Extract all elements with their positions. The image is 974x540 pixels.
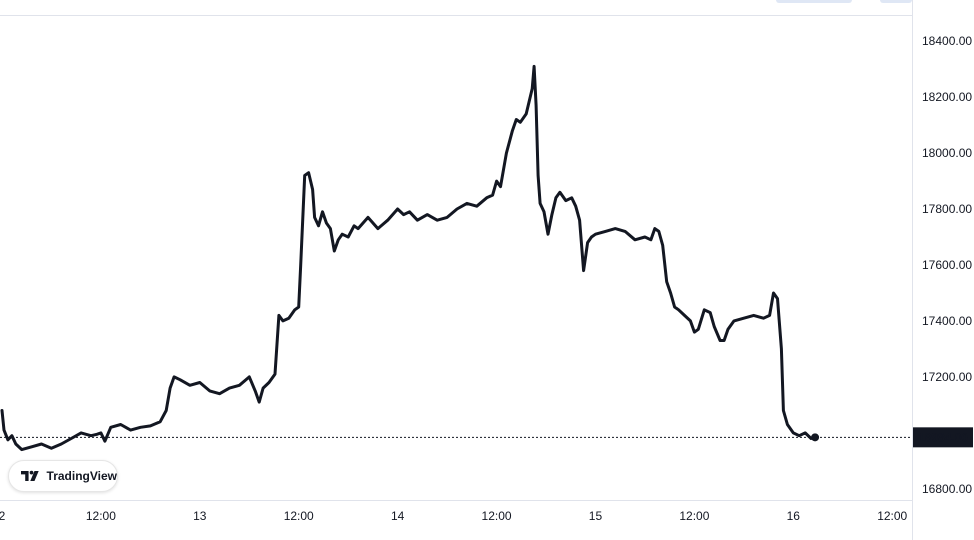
tradingview-logo-icon <box>21 470 39 482</box>
y-tick-label: 18400.00 <box>922 34 972 48</box>
toolbar-pill-2[interactable] <box>880 0 912 3</box>
x-tick-label: 12:00 <box>679 509 709 523</box>
y-tick-label: 18200.00 <box>922 90 972 104</box>
tradingview-badge[interactable]: TradingView <box>8 460 118 492</box>
y-tick-label: 17400.00 <box>922 314 972 328</box>
x-tick-label: 12:00 <box>877 509 907 523</box>
y-tick-label: 17600.00 <box>922 258 972 272</box>
x-tick-label: 12:00 <box>284 509 314 523</box>
last-price-label: 16984.00 <box>913 427 973 448</box>
y-tick-label: 18000.00 <box>922 146 972 160</box>
y-axis-ticks: 18400.00 18200.00 18000.00 17800.00 17600.00… <box>922 34 972 496</box>
x-tick-label: 16 <box>787 509 801 523</box>
last-price-dot <box>811 433 820 442</box>
toolbar-pill-1[interactable] <box>776 0 852 3</box>
x-tick-label: 12:00 <box>86 509 116 523</box>
last-price-label-bg <box>913 427 973 448</box>
y-tick-label: 17200.00 <box>922 370 972 384</box>
axes <box>0 0 913 540</box>
x-tick-label: 2 <box>0 509 6 523</box>
price-series-line <box>0 64 817 452</box>
x-tick-label: 14 <box>391 509 405 523</box>
x-tick-label: 12:00 <box>482 509 512 523</box>
x-tick-label: 13 <box>193 509 207 523</box>
tradingview-brand-text: TradingView <box>46 469 117 483</box>
y-tick-label: 17800.00 <box>922 202 972 216</box>
last-price-label-text: 16984.00 <box>918 430 968 444</box>
y-tick-label: 16800.00 <box>922 482 972 496</box>
x-tick-label: 15 <box>589 509 603 523</box>
x-axis-ticks: 2 12:00 13 12:00 14 12:00 15 12:00 16 12:00 <box>0 509 908 523</box>
